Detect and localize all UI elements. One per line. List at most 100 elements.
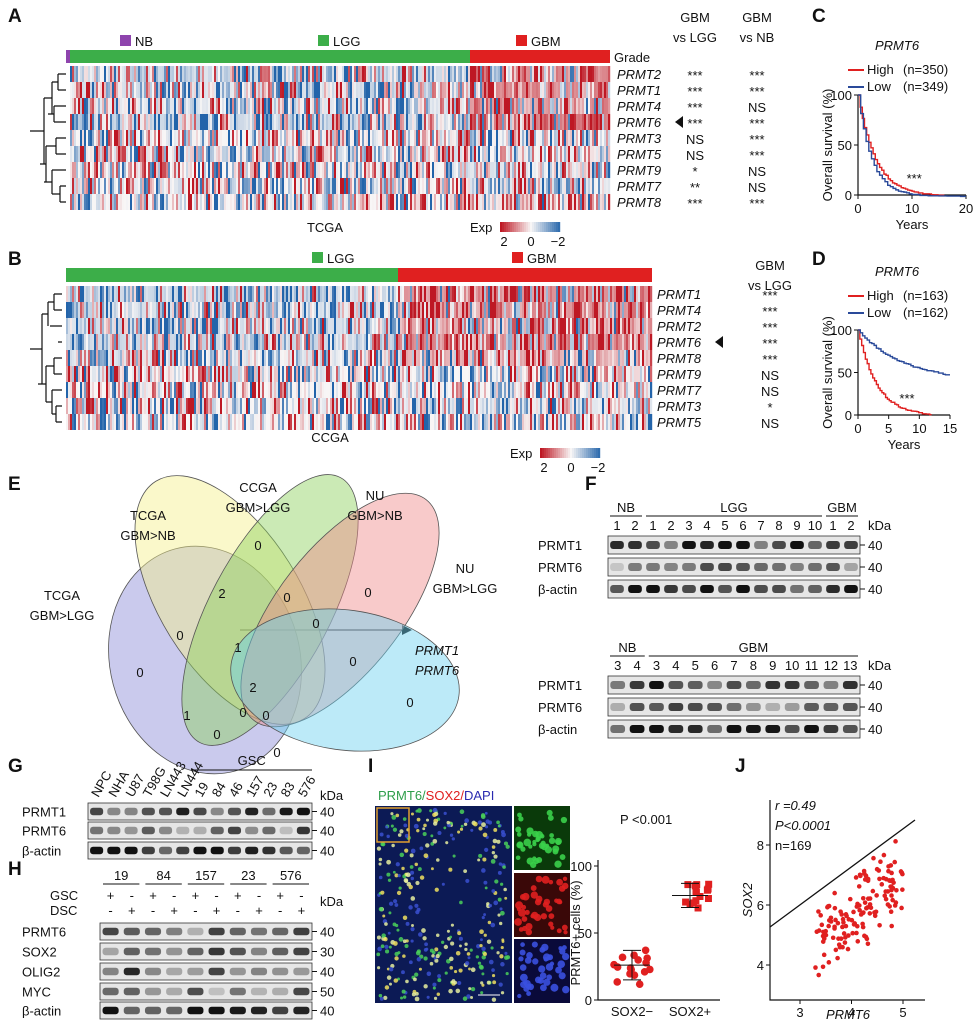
heatmap-cell (546, 334, 549, 350)
heatmap-cell (298, 146, 301, 162)
heatmap-cell (214, 334, 217, 350)
heatmap-cell (224, 414, 227, 430)
heatmap-cell (594, 130, 597, 146)
heatmap-cell (258, 194, 261, 210)
heatmap-cell (154, 286, 157, 302)
heatmap-cell (524, 366, 527, 382)
heatmap-cell (368, 382, 371, 398)
heatmap-cell (184, 98, 187, 114)
heatmap-cell (108, 318, 111, 334)
heatmap-cell (384, 82, 387, 98)
heatmap-cell (120, 334, 123, 350)
heatmap-cell (150, 98, 153, 114)
heatmap-cell (178, 382, 181, 398)
heatmap-cell (550, 98, 553, 114)
heatmap-cell (328, 382, 331, 398)
heatmap-cell (530, 178, 533, 194)
heatmap-cell (152, 366, 155, 382)
heatmap-cell (96, 146, 99, 162)
heatmap-cell (248, 162, 251, 178)
heatmap-cell (300, 334, 303, 350)
heatmap-cell (446, 66, 449, 82)
heatmap-cell (264, 82, 267, 98)
heatmap-cell (482, 146, 485, 162)
heatmap-cell (290, 302, 293, 318)
heatmap-cell (582, 194, 585, 210)
heatmap-cell (598, 334, 601, 350)
heatmap-cell (520, 286, 523, 302)
heatmap-cell (422, 398, 425, 414)
heatmap-cell (126, 114, 129, 130)
heatmap-cell (180, 318, 183, 334)
heatmap-cell (580, 302, 583, 318)
heatmap-cell (604, 178, 607, 194)
heatmap-cell (308, 286, 311, 302)
heatmap-cell (444, 398, 447, 414)
heatmap-cell (314, 146, 317, 162)
heatmap-cell (392, 334, 395, 350)
heatmap-cell (318, 334, 321, 350)
heatmap-cell (528, 302, 531, 318)
heatmap-cell (562, 382, 565, 398)
heatmap-cell (502, 194, 505, 210)
heatmap-cell (84, 414, 87, 430)
heatmap-cell (252, 350, 255, 366)
heatmap-cell (560, 162, 563, 178)
heatmap-cell (198, 286, 201, 302)
heatmap-cell (184, 66, 187, 82)
heatmap-cell (470, 130, 473, 146)
heatmap-cell (506, 398, 509, 414)
heatmap-cell (220, 98, 223, 114)
heatmap-cell (246, 334, 249, 350)
heatmap-cell (650, 286, 653, 302)
heatmap-cell (582, 82, 585, 98)
heatmap-cell (146, 286, 149, 302)
heatmap-cell (472, 82, 475, 98)
heatmap-cell (634, 350, 637, 366)
heatmap-cell (590, 178, 593, 194)
heatmap-cell (632, 286, 635, 302)
significance: *** (687, 116, 702, 131)
heatmap-cell (446, 82, 449, 98)
heatmap-cell (642, 366, 645, 382)
heatmap-cell (344, 302, 347, 318)
heatmap-cell (354, 178, 357, 194)
heatmap-cell (450, 98, 453, 114)
heatmap-cell (284, 162, 287, 178)
heatmap-cell (560, 178, 563, 194)
heatmap-cell (242, 334, 245, 350)
heatmap-cell (402, 350, 405, 366)
heatmap-cell (334, 130, 337, 146)
heatmap-cell (560, 318, 563, 334)
heatmap-cell (166, 350, 169, 366)
heatmap-cell (550, 334, 553, 350)
heatmap-cell (316, 398, 319, 414)
heatmap-cell (576, 178, 579, 194)
heatmap-cell (632, 366, 635, 382)
heatmap-cell (370, 286, 373, 302)
heatmap-cell (242, 302, 245, 318)
heatmap-cell (84, 382, 87, 398)
heatmap-cell (210, 162, 213, 178)
heatmap-cell (244, 178, 247, 194)
heatmap-cell (392, 82, 395, 98)
heatmap-cell (534, 382, 537, 398)
heatmap-cell (366, 98, 369, 114)
heatmap-cell (292, 350, 295, 366)
heatmap-cell (330, 318, 333, 334)
heatmap-cell (312, 98, 315, 114)
heatmap-cell (412, 350, 415, 366)
heatmap-cell (136, 382, 139, 398)
heatmap-cell (114, 334, 117, 350)
heatmap-cell (310, 98, 313, 114)
heatmap-cell (122, 146, 125, 162)
heatmap-cell (370, 66, 373, 82)
heatmap-cell (168, 98, 171, 114)
heatmap-cell (162, 194, 165, 210)
heatmap-cell (176, 162, 179, 178)
heatmap-cell (190, 414, 193, 430)
heatmap-cell (562, 334, 565, 350)
heatmap-cell (88, 82, 91, 98)
heatmap-cell (406, 350, 409, 366)
heatmap-cell (568, 302, 571, 318)
